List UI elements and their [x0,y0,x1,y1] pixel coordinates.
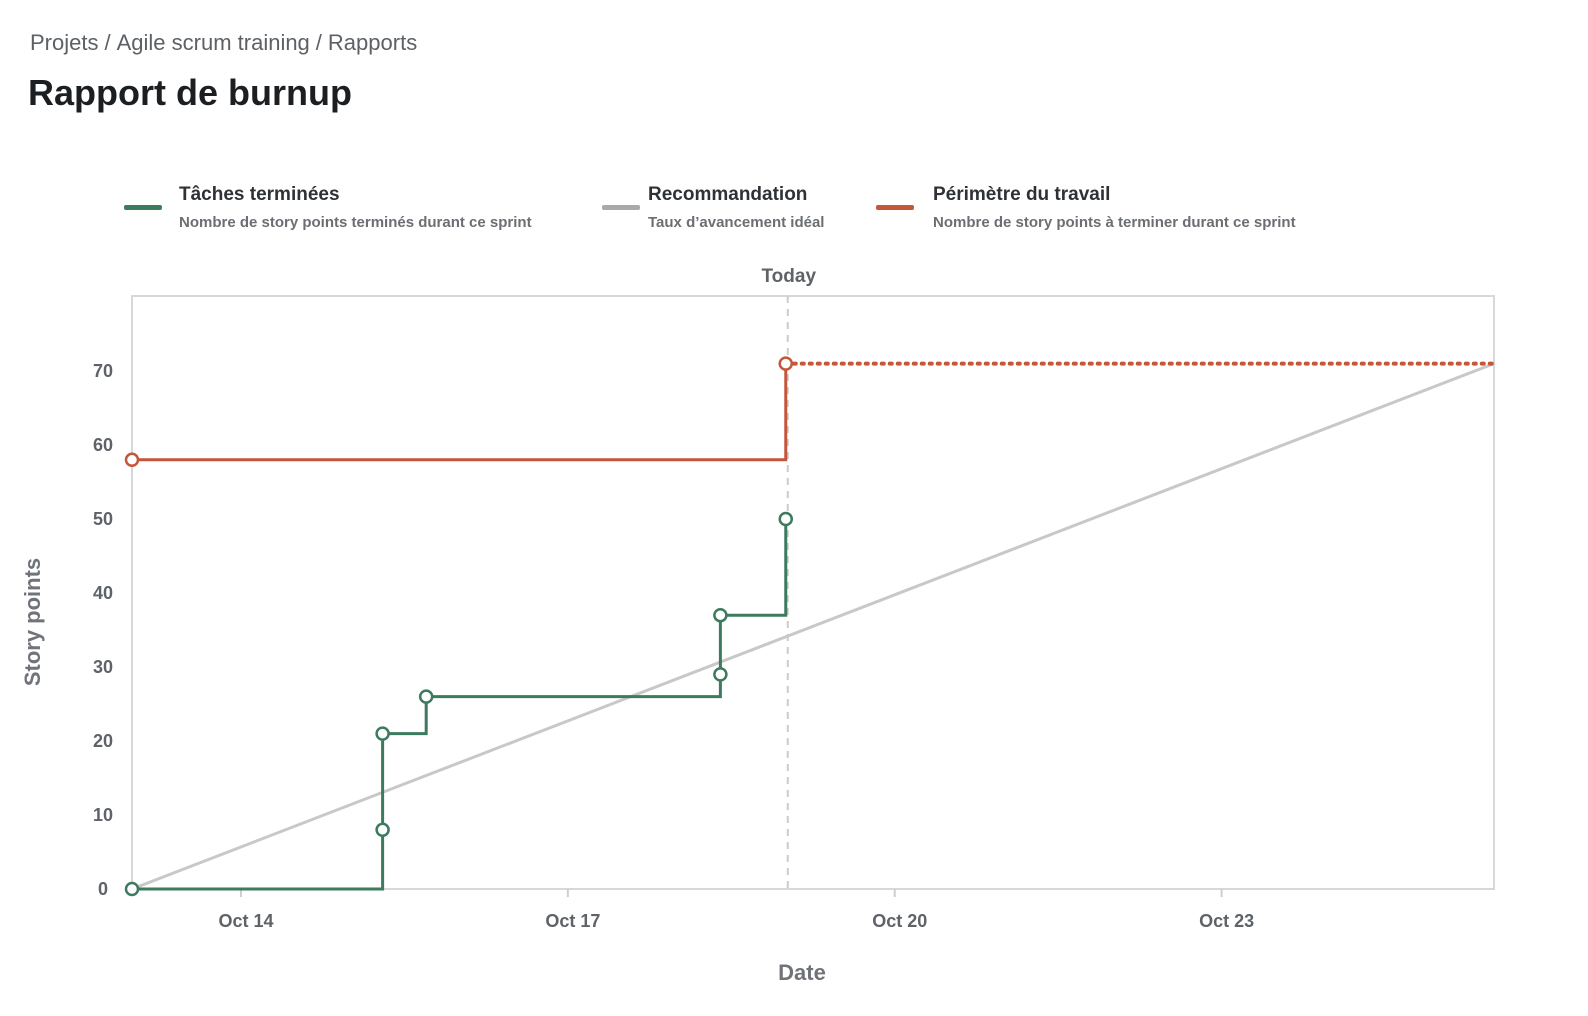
x-tick-label: Oct 20 [872,911,927,931]
y-tick-label: 50 [93,509,113,529]
series-scope-point [124,452,140,468]
y-tick-label: 60 [93,435,113,455]
series-completed-point [375,822,390,838]
breadcrumb-separator: / [315,30,322,55]
series-scope-line [132,363,788,462]
series-completed-point [713,607,728,623]
y-tick-label: 40 [93,583,113,603]
legend-title-completed: Tâches terminées [179,184,340,205]
series-completed-line [132,519,788,891]
legend-description-scope: Nombre de story points à terminer durant… [933,214,1296,231]
today-marker: Today [761,266,816,889]
breadcrumb-link-rapports[interactable]: Rapports [327,30,418,55]
y-axis-ticks: 0 10 20 30 40 50 60 70 [93,361,113,899]
x-tick-label: Oct 14 [218,911,273,931]
legend-description-completed: Nombre de story points terminés durant c… [179,214,532,231]
legend-description-recommendation: Taux d’avancement idéal [648,214,825,231]
x-axis-title: Date [778,960,826,985]
breadcrumb: Projets / Agile scrum training / Rapports [30,30,417,56]
y-tick-label: 0 [98,879,108,899]
y-axis-title: Story points [20,558,45,686]
y-tick-label: 10 [93,805,113,825]
x-axis-ticks: Oct 14 Oct 17 Oct 20 Oct 23 [218,889,1254,931]
y-tick-label: 70 [93,361,113,381]
x-tick-label: Oct 17 [545,911,600,931]
chart-legend: Tâches terminées Nombre de story points … [0,184,1588,244]
series-completed-point [713,667,728,682]
plot-area-frame [131,295,1495,890]
legend-title-scope: Périmètre du travail [933,184,1111,205]
series-completed-point [375,726,390,741]
series-completed-point [418,689,434,704]
x-tick-label: Oct 23 [1199,911,1254,931]
legend-swatch-recommendation [602,205,640,210]
legend-swatch-scope [876,205,914,210]
breadcrumb-link-project[interactable]: Agile scrum training [116,30,310,55]
page-title: Rapport de burnup [28,72,352,113]
series-completed-point [124,881,140,897]
breadcrumb-link-projets[interactable]: Projets [30,30,99,55]
breadcrumb-separator: / [104,30,111,55]
legend-swatch-completed [124,205,162,210]
y-tick-label: 20 [93,731,113,751]
series-recommendation-line [131,362,1495,891]
today-label: Today [761,266,816,287]
series-completed-point [778,511,794,527]
series-scope-point [778,356,794,371]
chart-series [124,356,1496,897]
legend-title-recommendation: Recommandation [648,184,808,205]
y-tick-label: 30 [93,657,113,677]
